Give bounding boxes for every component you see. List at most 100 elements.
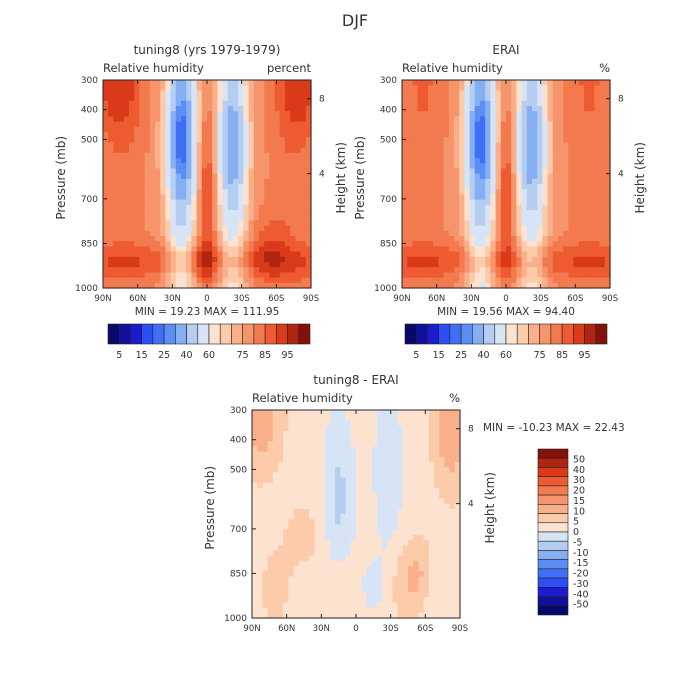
field-cell bbox=[217, 272, 224, 279]
x-tick-label: 90N bbox=[393, 294, 410, 304]
field-cell bbox=[305, 111, 312, 117]
field-cell bbox=[227, 95, 234, 102]
y-tick-label: 300 bbox=[230, 406, 247, 416]
field-cell bbox=[196, 246, 203, 253]
field-cell bbox=[314, 436, 321, 442]
field-cell bbox=[149, 230, 156, 237]
field-cell bbox=[288, 462, 295, 468]
field-cell bbox=[558, 173, 564, 180]
field-cell bbox=[283, 597, 289, 603]
field-cell bbox=[345, 566, 352, 572]
field-cell bbox=[521, 241, 528, 247]
field-cell bbox=[274, 116, 281, 123]
field-cell bbox=[532, 121, 538, 128]
field-cell bbox=[422, 251, 429, 258]
field-cell bbox=[108, 106, 114, 112]
field-cell bbox=[300, 85, 307, 91]
field-cell bbox=[238, 85, 244, 91]
field-cell bbox=[269, 194, 276, 201]
field-cell bbox=[196, 132, 203, 138]
field-cell bbox=[537, 158, 543, 164]
field-cell bbox=[480, 210, 486, 216]
field-cell bbox=[537, 194, 543, 201]
field-cell bbox=[418, 508, 425, 515]
field-cell bbox=[283, 524, 289, 531]
field-cell bbox=[290, 225, 296, 232]
field-cell bbox=[366, 441, 373, 447]
field-cell bbox=[568, 147, 575, 154]
field-cell bbox=[469, 142, 476, 149]
field-cell bbox=[278, 607, 284, 614]
field-cell bbox=[293, 581, 300, 588]
field-cell bbox=[259, 111, 265, 117]
field-cell bbox=[134, 158, 140, 164]
field-cell bbox=[129, 236, 135, 242]
field-cell bbox=[589, 132, 595, 138]
field-cell bbox=[304, 415, 310, 421]
field-cell bbox=[417, 236, 424, 242]
field-cell bbox=[314, 451, 321, 458]
x-tick-label: 30N bbox=[313, 624, 330, 634]
field-cell bbox=[170, 95, 177, 102]
field-cell bbox=[123, 230, 130, 237]
field-cell bbox=[448, 220, 455, 227]
field-cell bbox=[356, 571, 362, 577]
field-cell bbox=[134, 272, 140, 279]
field-cell bbox=[459, 100, 465, 107]
field-cell bbox=[402, 225, 408, 232]
field-cell bbox=[402, 441, 409, 447]
field-cell bbox=[243, 168, 250, 175]
field-cell bbox=[474, 173, 481, 180]
field-cell bbox=[269, 158, 276, 164]
field-cell bbox=[309, 493, 315, 499]
field-cell bbox=[594, 262, 601, 268]
field-cell bbox=[464, 204, 471, 211]
field-cell bbox=[413, 576, 419, 583]
field-cell bbox=[330, 462, 336, 468]
field-cell bbox=[108, 178, 114, 185]
field-cell bbox=[144, 90, 151, 97]
field-cell bbox=[454, 230, 460, 237]
field-cell bbox=[454, 111, 460, 117]
field-cell bbox=[392, 467, 399, 473]
colorbar-box bbox=[219, 323, 232, 345]
field-cell bbox=[319, 472, 326, 479]
field-cell bbox=[227, 246, 234, 253]
field-cell bbox=[444, 441, 451, 447]
field-cell bbox=[371, 607, 378, 614]
field-cell bbox=[500, 137, 507, 143]
field-cell bbox=[191, 189, 198, 195]
field-cell bbox=[257, 566, 263, 572]
field-cell bbox=[454, 514, 461, 520]
field-cell bbox=[547, 241, 554, 247]
field-cell bbox=[568, 225, 575, 232]
field-cell bbox=[118, 262, 125, 268]
colorbar-label: 95 bbox=[282, 350, 294, 361]
field-cell bbox=[542, 220, 549, 227]
field-cell bbox=[408, 493, 414, 499]
field-cell bbox=[149, 251, 156, 258]
field-cell bbox=[186, 152, 192, 159]
field-cell bbox=[408, 576, 414, 583]
field-cell bbox=[480, 184, 486, 190]
field-cell bbox=[589, 116, 595, 123]
field-cell bbox=[319, 592, 326, 598]
field-cell bbox=[196, 184, 203, 190]
field-cell bbox=[511, 126, 517, 133]
field-cell bbox=[366, 456, 373, 463]
field-cell bbox=[278, 540, 284, 546]
field-cell bbox=[578, 256, 585, 263]
field-cell bbox=[264, 251, 270, 258]
field-cell bbox=[345, 576, 352, 583]
field-cell bbox=[387, 477, 393, 484]
field-cell bbox=[264, 230, 270, 237]
field-cell bbox=[248, 111, 255, 117]
field-cell bbox=[578, 282, 585, 289]
field-cell bbox=[217, 215, 224, 221]
field-cell bbox=[448, 111, 455, 117]
field-cell bbox=[423, 581, 430, 588]
field-cell bbox=[285, 121, 291, 128]
field-cell bbox=[407, 147, 413, 154]
field-cell bbox=[573, 168, 580, 175]
field-cell bbox=[397, 534, 404, 541]
